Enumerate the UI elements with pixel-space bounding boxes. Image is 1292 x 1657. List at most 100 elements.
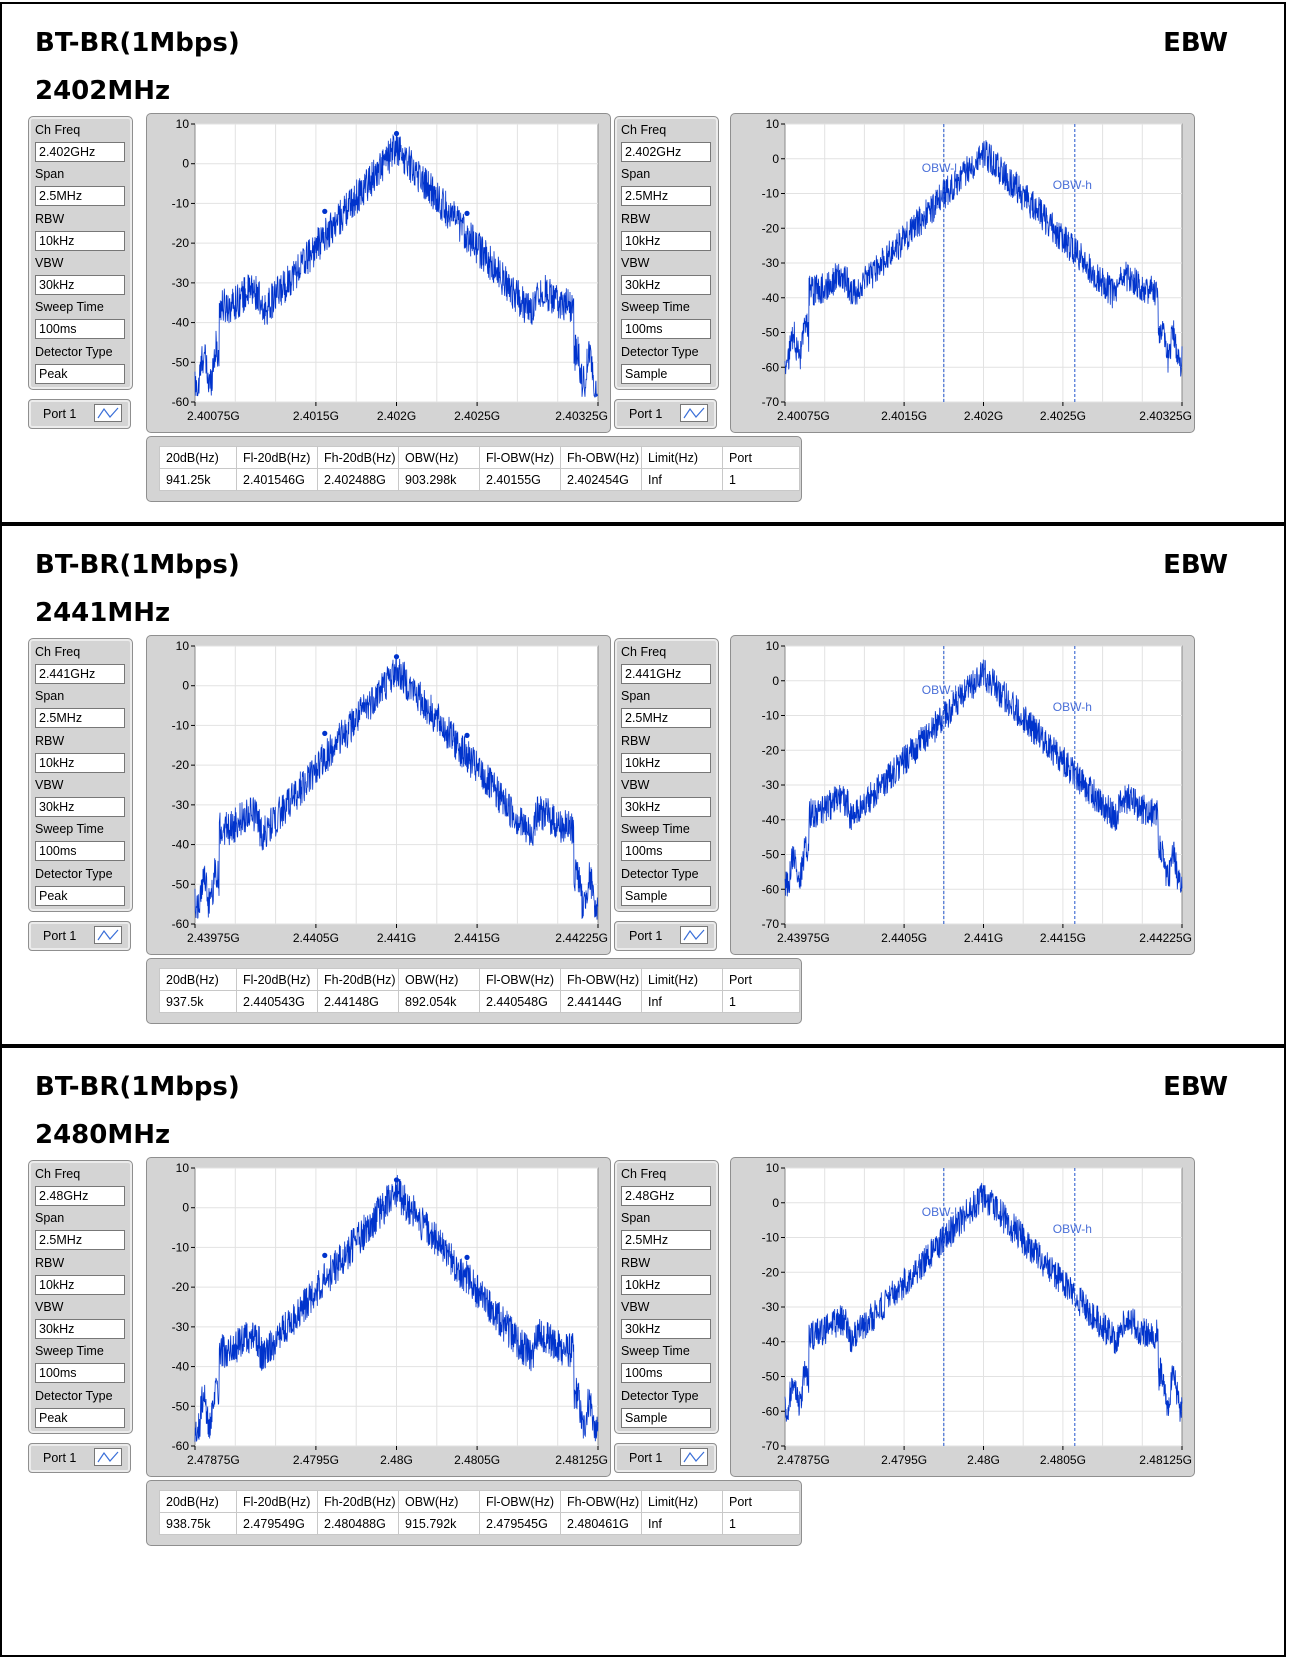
spectrum-chart: 10 0 -10 -20 -30 -40 -50 -60 2.40075G 2.4015G 2.40… — [146, 113, 611, 433]
column-header: OBW(Hz) — [398, 446, 480, 469]
table-cell: Inf — [641, 468, 723, 491]
port-selector[interactable]: Port 1 — [28, 921, 131, 951]
spectrum-trace — [784, 140, 1183, 377]
y-tick-label: -30 — [172, 276, 190, 290]
sweep-time-field[interactable]: 100ms — [35, 319, 125, 340]
y-tick-label: -10 — [172, 1240, 190, 1254]
table-cell: 903.298k — [398, 468, 480, 491]
y-tick-label: 0 — [772, 1196, 779, 1210]
measurement-section: BT-BR(1Mbps) EBW 2480MHz Ch Freq 2.48GHz Span… — [0, 1046, 1286, 1657]
y-tick-label: 10 — [766, 639, 780, 653]
detector-type-field[interactable]: Sample — [621, 885, 711, 906]
ch-freq-field[interactable]: 2.441GHz — [35, 664, 125, 684]
x-tick-label: 2.40325G — [555, 409, 608, 423]
x-tick-label: 2.44225G — [555, 931, 608, 945]
ebw-label: EBW — [1163, 550, 1228, 580]
sweep-time-field[interactable]: 100ms — [35, 1363, 125, 1384]
ch-freq-field[interactable]: 2.402GHz — [621, 142, 711, 162]
port-label: Port 1 — [43, 929, 77, 943]
port-selector[interactable]: Port 1 — [614, 1443, 717, 1473]
column-header: Port — [722, 968, 800, 991]
table-cell: 2.479545G — [479, 1512, 561, 1535]
marker-point — [393, 130, 400, 137]
vbw-field[interactable]: 30kHz — [35, 274, 125, 295]
rbw-field[interactable]: 10kHz — [35, 1274, 125, 1295]
column-header: 20dB(Hz) — [159, 968, 237, 991]
obw-spectrum-chart: 10 0 -10 -20 -30 -40 -50 -60 -70 2.43975G 2.4405G 2… — [730, 635, 1195, 955]
ch-freq-field[interactable]: 2.48GHz — [621, 1186, 711, 1206]
vbw-field[interactable]: 30kHz — [621, 274, 711, 295]
sweep-time-field[interactable]: 100ms — [621, 319, 711, 340]
sweep-time-field[interactable]: 100ms — [621, 1363, 711, 1384]
x-tick-label: 2.402G — [964, 409, 1003, 423]
table-cell: 937.5k — [159, 990, 237, 1013]
spectrum-trace — [194, 132, 599, 398]
rbw-field[interactable]: 10kHz — [35, 230, 125, 251]
column-header: Port — [722, 446, 800, 469]
port-selector[interactable]: Port 1 — [28, 1443, 131, 1473]
chart-canvas: 10 0 -10 -20 -30 -40 -50 -602.43975G 2.4405G 2.44… — [172, 639, 608, 945]
port-label: Port 1 — [629, 929, 663, 943]
plot-style-icon[interactable] — [94, 404, 122, 422]
x-tick-label: 2.4015G — [881, 409, 927, 423]
x-tick-label: 2.4415G — [454, 931, 500, 945]
sweep-time-label: Sweep Time — [621, 822, 690, 837]
span-field[interactable]: 2.5MHz — [621, 186, 711, 207]
plot-style-icon[interactable] — [680, 926, 708, 944]
plot-style-icon[interactable] — [94, 926, 122, 944]
plot-style-icon[interactable] — [94, 1448, 122, 1466]
detector-type-field[interactable]: Sample — [621, 363, 711, 384]
x-tick-label: 2.47875G — [777, 1453, 830, 1467]
vbw-field[interactable]: 30kHz — [35, 796, 125, 817]
span-field[interactable]: 2.5MHz — [621, 1230, 711, 1251]
x-tick-label: 2.4805G — [454, 1453, 500, 1467]
rbw-field[interactable]: 10kHz — [621, 752, 711, 773]
vbw-field[interactable]: 30kHz — [621, 1318, 711, 1339]
plot-style-icon[interactable] — [680, 1448, 708, 1466]
x-tick-label: 2.4025G — [1040, 409, 1086, 423]
span-label: Span — [35, 1211, 65, 1226]
table-cell: 941.25k — [159, 468, 237, 491]
span-label: Span — [621, 1211, 651, 1226]
left-settings-panel: Ch Freq 2.441GHz Span 2.5MHz RBW 10kHz VBW 30kH… — [28, 638, 133, 912]
span-label: Span — [35, 167, 65, 182]
column-header: Limit(Hz) — [641, 968, 723, 991]
ch-freq-field[interactable]: 2.441GHz — [621, 664, 711, 684]
table-cell: 2.401546G — [236, 468, 318, 491]
plot-style-icon[interactable] — [680, 404, 708, 422]
vbw-field[interactable]: 30kHz — [35, 1318, 125, 1339]
spectrum-trace — [784, 659, 1183, 897]
span-field[interactable]: 2.5MHz — [35, 186, 125, 207]
detector-type-field[interactable]: Peak — [35, 363, 125, 384]
y-tick-label: -60 — [762, 360, 780, 374]
column-header: Fh-20dB(Hz) — [317, 1490, 399, 1513]
detector-type-field[interactable]: Peak — [35, 885, 125, 906]
span-field[interactable]: 2.5MHz — [35, 708, 125, 729]
vbw-field[interactable]: 30kHz — [621, 796, 711, 817]
obw-spectrum-chart: 10 0 -10 -20 -30 -40 -50 -60 -70 2.40075G 2.4015G 2… — [730, 113, 1195, 433]
rbw-field[interactable]: 10kHz — [621, 1274, 711, 1295]
detector-type-field[interactable]: Sample — [621, 1407, 711, 1428]
span-field[interactable]: 2.5MHz — [35, 1230, 125, 1251]
rbw-field[interactable]: 10kHz — [35, 752, 125, 773]
x-tick-label: 2.4015G — [293, 409, 339, 423]
sweep-time-field[interactable]: 100ms — [35, 841, 125, 862]
detector-type-field[interactable]: Peak — [35, 1407, 125, 1428]
sweep-time-field[interactable]: 100ms — [621, 841, 711, 862]
port-selector[interactable]: Port 1 — [614, 399, 717, 429]
ch-freq-field[interactable]: 2.48GHz — [35, 1186, 125, 1206]
table-cell: 2.440548G — [479, 990, 561, 1013]
port-selector[interactable]: Port 1 — [614, 921, 717, 951]
y-tick-label: 0 — [772, 152, 779, 166]
rbw-field[interactable]: 10kHz — [621, 230, 711, 251]
right-settings-panel: Ch Freq 2.402GHz Span 2.5MHz RBW 10kHz VBW 30kH… — [614, 116, 719, 390]
ch-freq-field[interactable]: 2.402GHz — [35, 142, 125, 162]
port-selector[interactable]: Port 1 — [28, 399, 131, 429]
y-tick-label: -70 — [762, 917, 780, 931]
column-header: 20dB(Hz) — [159, 1490, 237, 1513]
ch-freq-label: Ch Freq — [35, 123, 81, 137]
span-field[interactable]: 2.5MHz — [621, 708, 711, 729]
x-tick-label: 2.40075G — [187, 409, 240, 423]
x-tick-label: 2.4025G — [454, 409, 500, 423]
